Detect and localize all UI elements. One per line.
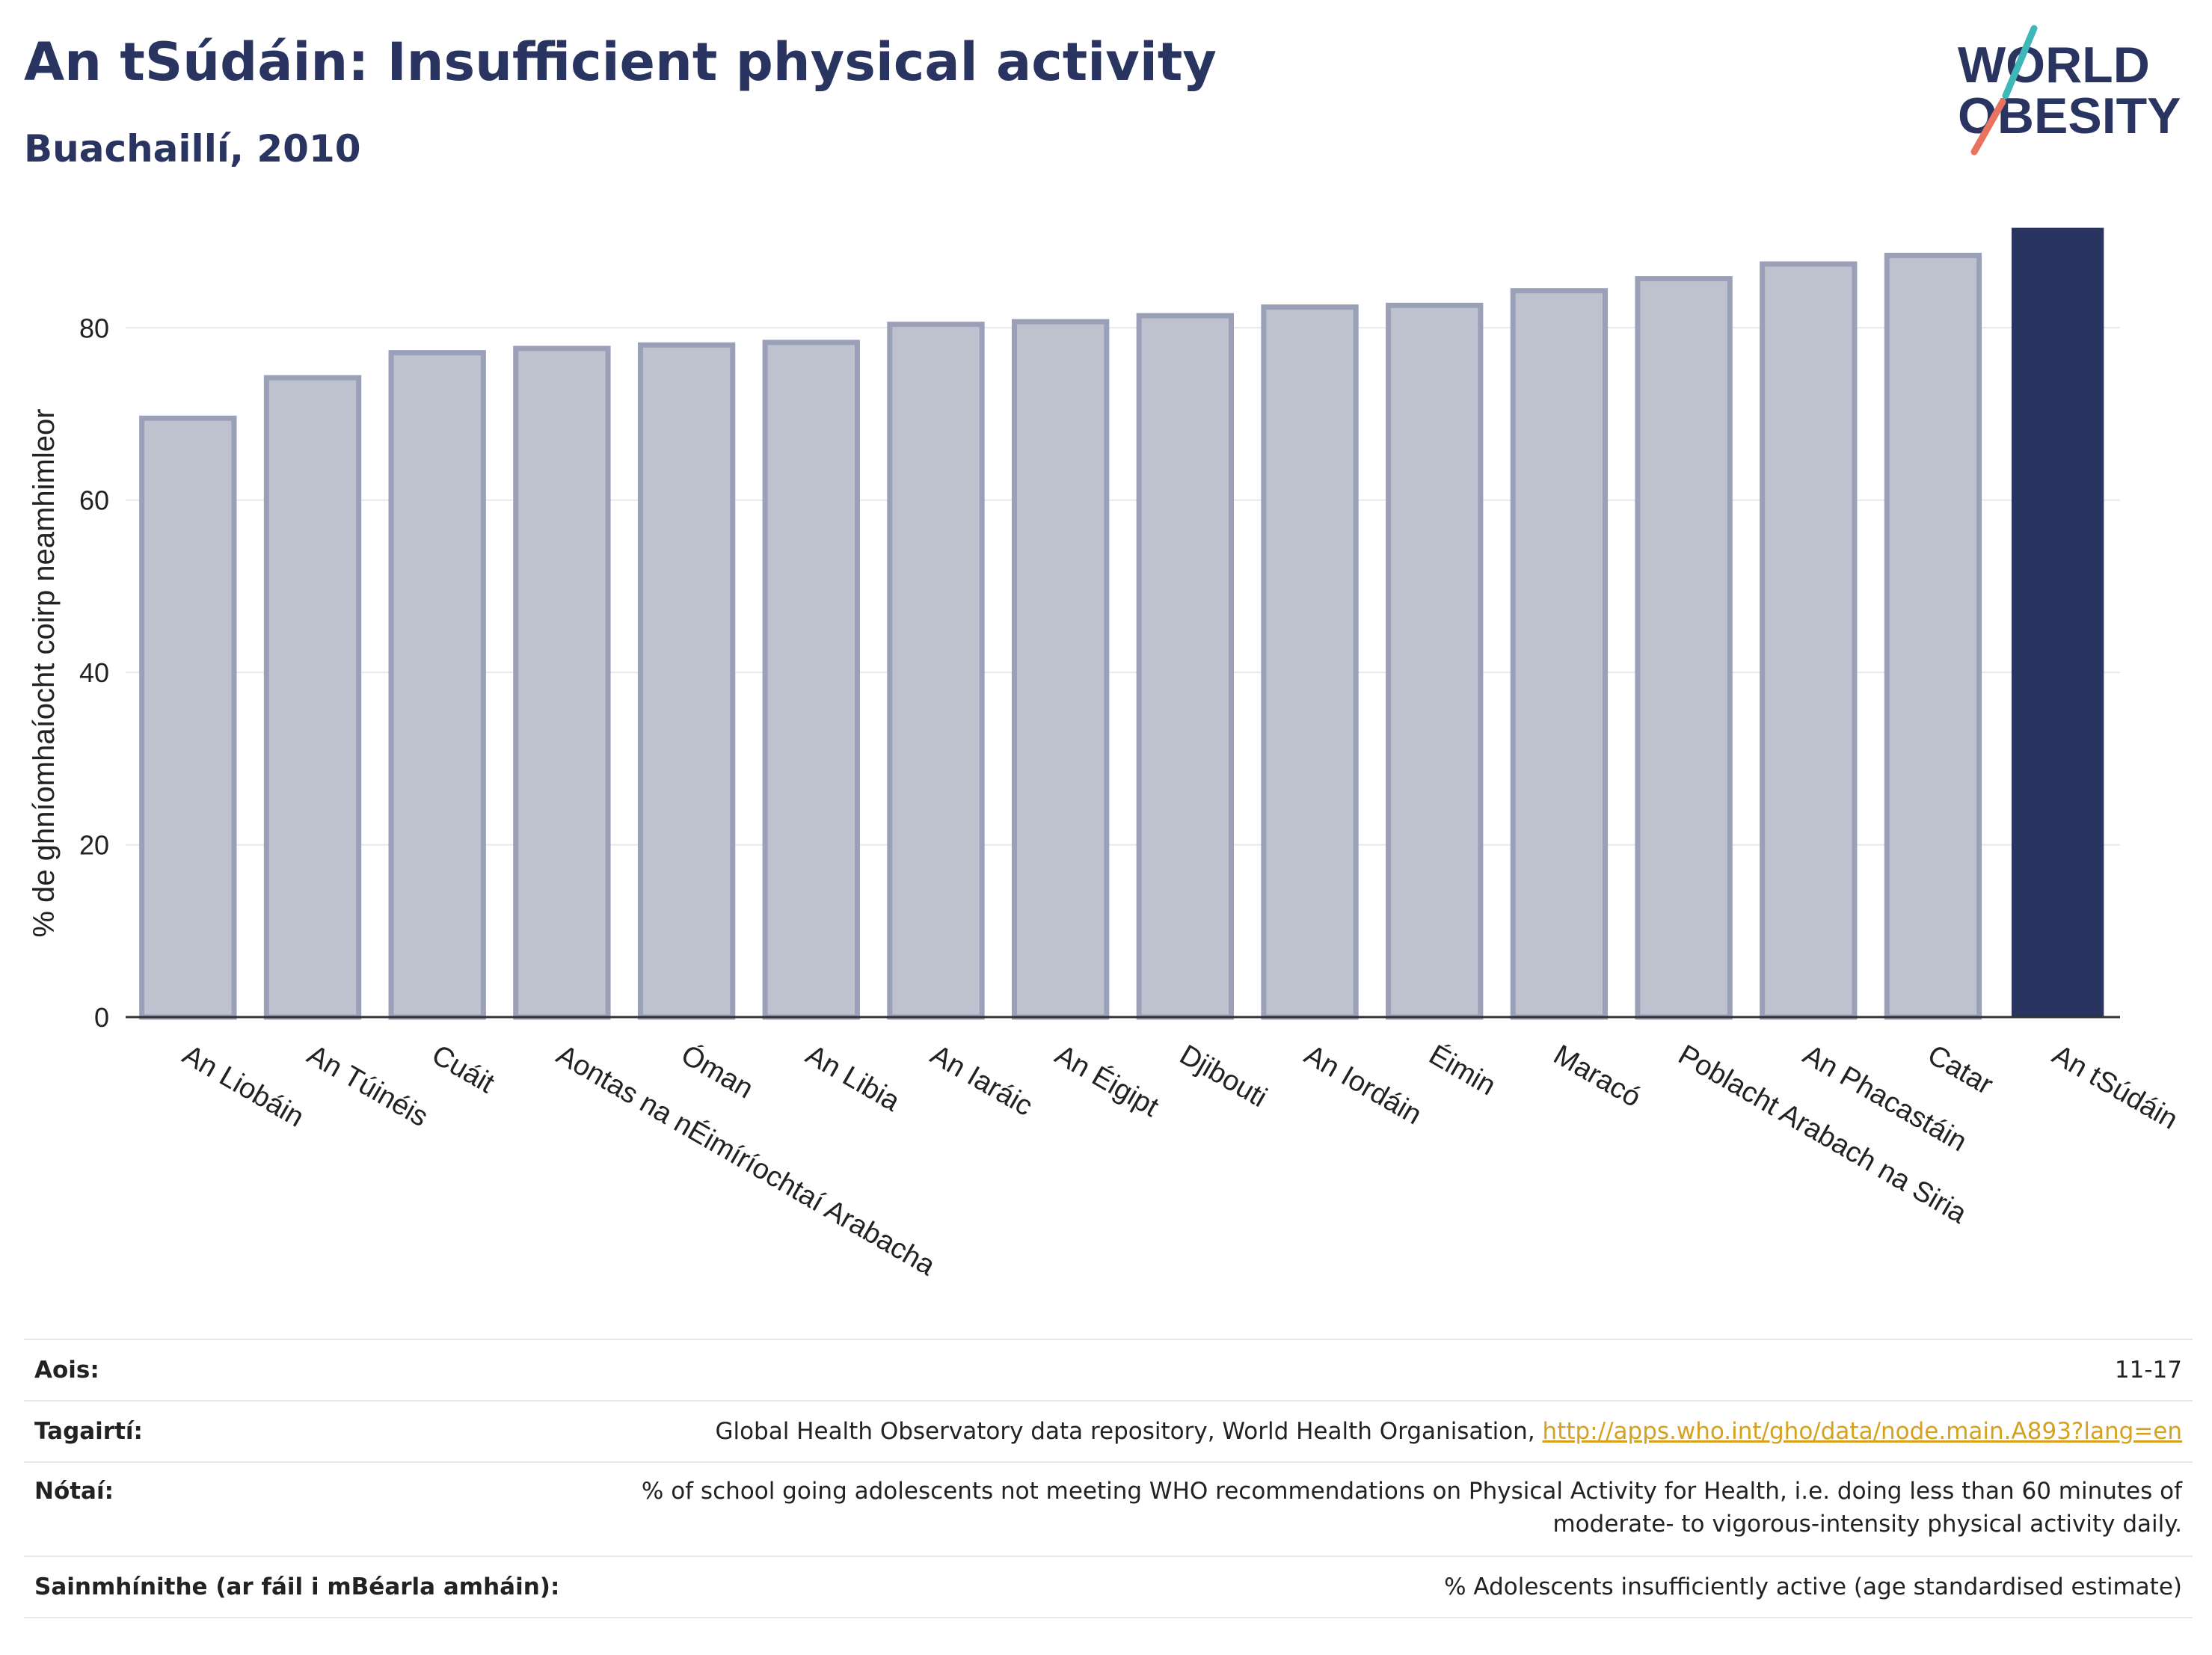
bar <box>637 342 736 1020</box>
references-row: Tagairtí: Global Health Observatory data… <box>24 1400 2193 1460</box>
age-label: Aois: <box>34 1357 99 1384</box>
x-tick-label: Catar <box>1922 1039 1998 1101</box>
bar <box>388 350 486 1020</box>
bar <box>1760 261 1858 1020</box>
bar <box>1011 319 1110 1020</box>
notes-label: Nótaí: <box>34 1478 114 1505</box>
bar <box>1635 276 1733 1020</box>
bar <box>1261 304 1359 1020</box>
logo-text-world: WORLD <box>1958 37 2150 93</box>
definitions-label: Sainmhínithe (ar fáil i mBéarla amháin): <box>34 1573 560 1600</box>
bars <box>139 227 2104 1020</box>
bar <box>2011 227 2104 1018</box>
bar <box>263 375 362 1020</box>
x-tick-label: Cuáit <box>426 1039 500 1099</box>
notes-value: % of school going adolescents not meetin… <box>641 1478 2182 1538</box>
x-tick-label: Éimin <box>1424 1039 1502 1102</box>
x-tick-label: Óman <box>676 1039 759 1105</box>
world-obesity-logo: WORLD OBESITY <box>1958 25 2181 156</box>
divider <box>24 1339 2193 1340</box>
y-axis-title: % de ghníomhaíocht coirp neamhimleor <box>28 408 61 937</box>
x-tick-label: Maracó <box>1548 1039 1646 1114</box>
page-title: An tSúdáin: Insufficient physical activi… <box>24 31 1217 93</box>
bar <box>1510 288 1609 1020</box>
divider <box>24 1556 2193 1557</box>
definitions-value: % Adolescents insufficiently active (age… <box>1444 1573 2182 1600</box>
bar <box>1884 252 1982 1020</box>
references-link[interactable]: http://apps.who.int/gho/data/node.main.A… <box>1542 1418 2182 1445</box>
references-text: Global Health Observatory data repositor… <box>715 1418 1543 1445</box>
references-value: Global Health Observatory data repositor… <box>715 1418 2182 1445</box>
y-tick-label: 80 <box>79 313 109 343</box>
bar <box>887 322 985 1020</box>
age-value: 11-17 <box>2114 1357 2182 1384</box>
x-tick-label: An Iordáin <box>1299 1039 1427 1131</box>
bar <box>762 340 860 1020</box>
divider <box>24 1400 2193 1401</box>
divider <box>24 1461 2193 1463</box>
y-tick-label: 40 <box>79 657 109 688</box>
bar <box>513 346 611 1020</box>
x-tick-label: An Túinéis <box>302 1039 434 1133</box>
notes-row: Nótaí: % of school going adolescents not… <box>24 1461 2193 1556</box>
y-tick-label: 0 <box>94 1002 109 1033</box>
x-tick-label: An Iaráic <box>925 1039 1038 1122</box>
definitions-row: Sainmhínithe (ar fáil i mBéarla amháin):… <box>24 1556 2193 1617</box>
page-subtitle: Buachaillí, 2010 <box>24 127 361 171</box>
x-tick-label: An Libia <box>800 1039 906 1117</box>
bar <box>1136 313 1235 1020</box>
bar <box>139 415 237 1020</box>
y-tick-label: 60 <box>79 485 109 516</box>
x-tick-label: Djibouti <box>1174 1039 1272 1114</box>
bar <box>1386 302 1484 1020</box>
age-row: Aois: 11-17 <box>24 1339 2193 1398</box>
x-tick-label: An Liobáin <box>177 1039 310 1133</box>
references-label: Tagairtí: <box>34 1418 143 1445</box>
y-axis-ticks: 0 20 40 60 80 <box>79 313 109 1033</box>
y-tick-label: 20 <box>79 830 109 861</box>
divider <box>24 1617 2193 1618</box>
x-tick-label: An Éigipt <box>1050 1039 1165 1124</box>
x-tick-label: An tSúdáin <box>2047 1039 2183 1135</box>
